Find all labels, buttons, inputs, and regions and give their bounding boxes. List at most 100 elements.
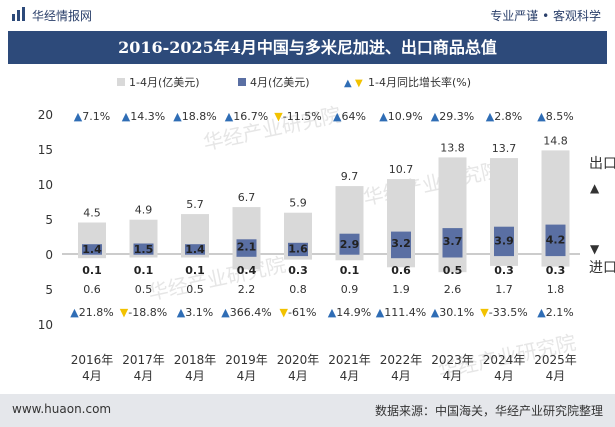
import-growth-label: ▼-61% (280, 306, 317, 319)
category-label: 2017年 4月 (122, 353, 165, 383)
bars-layer (78, 150, 570, 273)
export-growth-value: 2.8% (494, 110, 522, 123)
import-total-bar (129, 254, 158, 258)
export-month-bar (288, 242, 308, 254)
import-growth-value: 21.8% (79, 306, 114, 319)
export-month-bar (339, 233, 360, 254)
export-label: 出口 (589, 156, 615, 172)
import-total-label: 1.9 (392, 283, 410, 296)
export-total-label: 4.5 (83, 207, 101, 220)
legend: 1-4月(亿美元) 4月(亿美元) ▲ ▼ 1-4月同比增长率(%) (117, 75, 471, 89)
import-month-label: 0.3 (288, 264, 308, 277)
export-total-label: 10.7 (389, 163, 414, 176)
export-growth-label: ▲29.3% (431, 110, 474, 123)
up-arrow-icon: ▲ (431, 110, 440, 123)
footer: www.huaon.com 数据来源：中国海关，华经产业研究院整理 (0, 394, 615, 427)
import-growth-label: ▲2.1% (537, 306, 573, 319)
down-arrow-icon: ▼ (280, 306, 289, 319)
import-total-bar (181, 254, 209, 258)
export-side-label: 出口 ▲ (589, 156, 615, 195)
import-month-label: 0.6 (391, 264, 411, 277)
export-growth-value: 7.1% (82, 110, 110, 123)
category-label: 2020年 4月 (277, 353, 320, 383)
y-tick-label: 15 (38, 143, 53, 157)
import-month-bar (391, 254, 411, 259)
import-growth-value: 366.4% (230, 306, 272, 319)
up-arrow-icon: ▲ (486, 110, 495, 123)
export-growth-label: ▲64% (333, 110, 366, 123)
labels-layer: ▲7.1%4.51.40.10.6▲21.8%2016年 4月▲14.3%4.91… (70, 110, 576, 383)
brand-name: 华经情报网 (32, 9, 93, 23)
import-month-bar (133, 254, 154, 255)
import-month-bar (545, 254, 566, 257)
up-arrow-icon: ▲ (177, 306, 186, 319)
import-total-bar (438, 254, 467, 273)
category-label: 2025年 4月 (534, 353, 577, 383)
export-total-label: 6.7 (238, 191, 256, 204)
export-month-bar (133, 243, 154, 254)
import-growth-value: 30.1% (439, 306, 474, 319)
export-total-label: 5.9 (289, 197, 307, 210)
export-total-label: 14.8 (543, 134, 568, 147)
import-growth-value: -18.8% (128, 306, 167, 319)
export-month-label: 4.2 (546, 233, 566, 246)
export-total-label: 13.7 (492, 142, 517, 155)
export-month-label: 2.1 (237, 241, 257, 254)
import-total-bar (541, 254, 570, 267)
top-bar: 华经情报网 专业严谨 • 客观科学 (0, 0, 615, 30)
import-total-bar (78, 254, 106, 259)
import-month-bar (288, 254, 308, 257)
import-growth-value: 2.1% (546, 306, 574, 319)
import-month-bar (185, 254, 205, 255)
import-growth-label: ▼-33.5% (480, 306, 527, 319)
legend-month-label: 4月(亿美元) (250, 76, 310, 89)
y-axis: 20 15 10 5 0 5 10 (38, 108, 53, 332)
export-growth-value: 8.5% (546, 110, 574, 123)
export-month-bar (494, 226, 514, 254)
y-tick-label: 5 (45, 283, 53, 297)
category-label: 2016年 4月 (71, 353, 114, 383)
export-month-label: 1.5 (134, 243, 154, 256)
export-growth-label: ▲7.1% (74, 110, 110, 123)
chart-title: 2016-2025年4月中国与多米尼加进、出口商品总值 (118, 38, 497, 57)
up-arrow-icon: ▲ (537, 306, 546, 319)
legend-month-swatch (238, 78, 246, 86)
export-growth-label: ▲16.7% (225, 110, 268, 123)
import-label: 进口 (589, 260, 615, 276)
import-month-label: 0.1 (82, 264, 102, 277)
export-growth-value: 64% (342, 110, 366, 123)
import-month-label: 0.3 (494, 264, 514, 277)
down-arrow-icon: ▼ (274, 110, 283, 123)
export-month-label: 3.9 (494, 234, 514, 247)
import-month-label: 0.5 (443, 264, 463, 277)
import-month-bar (339, 254, 360, 255)
watermark-3: 华经产业研究院 (146, 252, 288, 305)
legend-total-swatch (117, 78, 125, 86)
export-total-label: 9.7 (341, 170, 359, 183)
up-arrow-icon: ▲ (431, 306, 440, 319)
export-growth-label: ▲8.5% (537, 110, 573, 123)
import-growth-value: 14.9% (336, 306, 371, 319)
export-total-label: 13.8 (440, 141, 465, 154)
category-label: 2022年 4月 (380, 353, 423, 383)
watermark-2: 华经产业研究院 (361, 157, 503, 210)
export-month-label: 1.4 (82, 243, 102, 256)
export-growth-label: ▲2.8% (486, 110, 522, 123)
chart-canvas: 1-4月(亿美元) 4月(亿美元) ▲ ▼ 1-4月同比增长率(%) 华经产业研… (38, 75, 615, 383)
import-total-bar (284, 254, 312, 260)
legend-down-icon: ▼ (355, 78, 363, 89)
category-label: 2019年 4月 (225, 353, 268, 383)
import-total-label: 1.7 (495, 283, 513, 296)
y-tick-label: 10 (38, 178, 53, 192)
category-label: 2021年 4月 (328, 353, 371, 383)
footer-source: 数据来源：中国海关，华经产业研究院整理 (374, 404, 603, 418)
tagline: 专业严谨 • 客观科学 (490, 9, 601, 23)
y-tick-label: 20 (38, 108, 53, 122)
import-month-label: 0.1 (134, 264, 154, 277)
export-month-bar (545, 224, 566, 254)
up-arrow-icon: ▲ (122, 110, 131, 123)
import-total-bar (490, 254, 518, 266)
down-arrow-icon: ▼ (120, 306, 129, 319)
logo-icon (12, 7, 25, 21)
import-growth-value: -61% (288, 306, 316, 319)
